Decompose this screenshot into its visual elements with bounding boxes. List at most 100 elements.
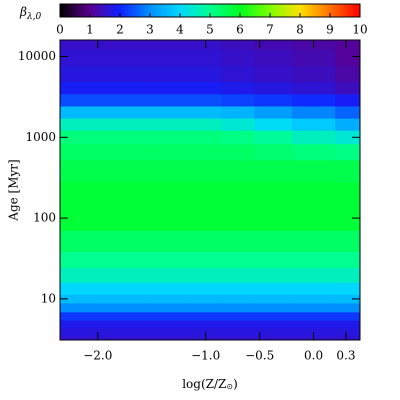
heatmap-cell (335, 118, 360, 131)
heatmap-cell (221, 65, 255, 83)
heatmap-cell (189, 49, 223, 67)
heatmap-cell (189, 143, 223, 161)
heatmap-cell (92, 267, 147, 283)
heatmap-cell (92, 327, 147, 336)
heatmap-cell (221, 93, 255, 107)
heatmap-cell (189, 251, 223, 269)
x-label-subscript: ⊙ (226, 382, 233, 391)
heatmap-cell (146, 320, 191, 328)
heatmap-cell (292, 143, 336, 161)
heatmap-cell (254, 40, 293, 50)
heatmap-cell (92, 65, 147, 83)
heatmap-cell (189, 320, 223, 328)
heatmap-cell (189, 327, 223, 336)
heatmap-cell (146, 311, 191, 321)
heatmap-cell (254, 327, 293, 336)
heatmap-cell (60, 118, 93, 131)
heatmap-cell (92, 311, 147, 321)
heatmap-cell (221, 118, 255, 131)
colorbar-tick-label: 2 (116, 23, 124, 37)
heatmap-cell (92, 49, 147, 67)
heatmap-cell (146, 105, 191, 119)
heatmap-cell (254, 81, 293, 95)
heatmap-cell (146, 294, 191, 304)
heatmap-cell (189, 181, 223, 207)
heatmap-cell (60, 40, 93, 50)
heatmap-cell (60, 159, 93, 183)
heatmap-cell (60, 143, 93, 161)
heatmap-cell (335, 159, 360, 183)
heatmap-cell (292, 251, 336, 269)
heatmap-cell (60, 130, 93, 145)
heatmap-cell (335, 93, 360, 107)
heatmap-cell (292, 205, 336, 231)
heatmap-cell (221, 49, 255, 67)
colorbar-symbol: β (19, 5, 27, 19)
heatmap-cell (189, 282, 223, 295)
x-tick-label: 0.3 (336, 349, 355, 363)
heatmap-cell (60, 65, 93, 83)
heatmap-cell (335, 143, 360, 161)
heatmap-cell (335, 230, 360, 252)
heatmap-cell (189, 311, 223, 321)
heatmap-cell (221, 327, 255, 336)
heatmap-cell (292, 81, 336, 95)
heatmap-cell (146, 205, 191, 231)
colorbar-tick-label: 3 (146, 23, 154, 37)
heatmap-cell (92, 159, 147, 183)
heatmap-cell (254, 230, 293, 252)
heatmap-cell (221, 282, 255, 295)
x-tick-label: −2.0 (83, 349, 112, 363)
heatmap-cell (254, 93, 293, 107)
heatmap-cell (189, 159, 223, 183)
heatmap-cell (92, 181, 147, 207)
heatmap-cell (146, 49, 191, 67)
heatmap-cell (292, 93, 336, 107)
heatmap-cell (221, 40, 255, 50)
heatmap-cell (189, 302, 223, 313)
heatmap-cell (221, 81, 255, 95)
heatmap-cell (189, 130, 223, 145)
heatmap-cell (292, 49, 336, 67)
colorbar-tick-label: 5 (206, 23, 214, 37)
heatmap-cell (254, 130, 293, 145)
heatmap-cell (146, 181, 191, 207)
heatmap-cell (221, 294, 255, 304)
heatmap-cell (254, 118, 293, 131)
heatmap-cell (60, 334, 93, 340)
y-tick-label: 1000 (25, 130, 56, 144)
heatmap-cell (92, 81, 147, 95)
heatmap-cell (92, 334, 147, 340)
colorbar-tick-label: 10 (352, 23, 367, 37)
heatmap-cell (335, 105, 360, 119)
heatmap-cell (60, 282, 93, 295)
plot-frame (59, 39, 361, 341)
heatmap-cell (146, 130, 191, 145)
heatmap-cell (92, 205, 147, 231)
colorbar-tick-label: 4 (176, 23, 184, 37)
heatmap-cell (92, 282, 147, 295)
colorbar-tick-label: 9 (326, 23, 334, 37)
heatmap-cell (335, 181, 360, 207)
heatmap-cell (254, 320, 293, 328)
heatmap-cell (92, 230, 147, 252)
heatmap-cell (146, 81, 191, 95)
heatmap-cell (335, 40, 360, 50)
heatmap-cell (292, 294, 336, 304)
heatmap-cell (60, 320, 93, 328)
heatmap-cell (254, 49, 293, 67)
heatmap-cell (292, 105, 336, 119)
heatmap-cell (92, 302, 147, 313)
heatmap-cell (60, 81, 93, 95)
heatmap-cell (60, 294, 93, 304)
heatmap-cell (292, 159, 336, 183)
colorbar-tick-label: 0 (56, 23, 64, 37)
heatmap-cell (254, 294, 293, 304)
heatmap-cell (60, 311, 93, 321)
heatmap-cell (189, 105, 223, 119)
heatmap-cell (189, 205, 223, 231)
heatmap-cell (146, 65, 191, 83)
heatmap-cell (92, 143, 147, 161)
heatmap-cell (92, 105, 147, 119)
heatmap-cell (60, 302, 93, 313)
